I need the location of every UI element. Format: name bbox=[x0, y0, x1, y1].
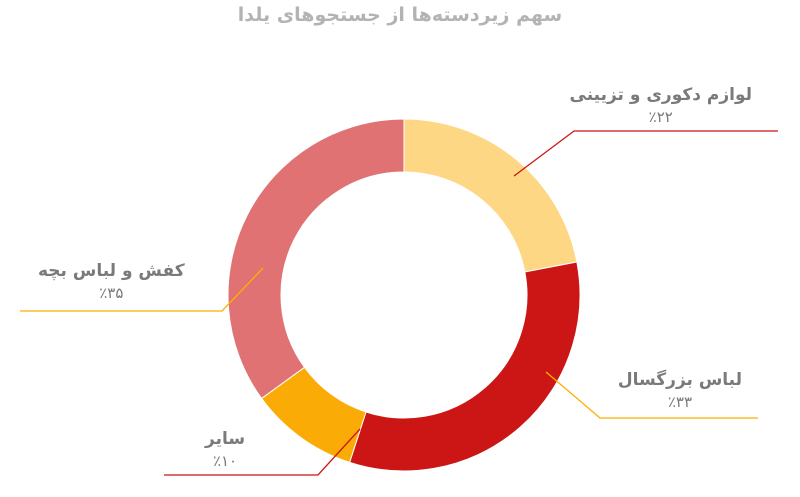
label-kids-name: کفش و لباس بچه bbox=[38, 261, 185, 281]
label-other: سایر ٪۱۰ bbox=[205, 428, 245, 472]
label-adult-value: ٪۳۳ bbox=[667, 393, 692, 411]
label-adult-clothing: لباس بزرگسال ٪۳۳ bbox=[618, 369, 742, 413]
label-decor-name: لوازم دکوری و تزیینی bbox=[569, 85, 753, 105]
label-adult-name: لباس بزرگسال bbox=[617, 370, 742, 390]
slice-adult-clothing-leader-line bbox=[545, 371, 758, 419]
slice-kids bbox=[227, 118, 405, 400]
label-decor: لوازم دکوری و تزیینی ٪۲۲ bbox=[570, 84, 753, 128]
label-kids: کفش و لباس بچه ٪۳۵ bbox=[38, 260, 185, 304]
label-other-value: ٪۱۰ bbox=[212, 452, 238, 470]
label-kids-value: ٪۳۵ bbox=[99, 284, 124, 302]
slice-kids-leader-line bbox=[20, 267, 264, 312]
slice-decor bbox=[403, 118, 578, 273]
slice-decor-leader-line bbox=[513, 130, 778, 177]
chart-title: سهم زیردسته‌ها از جستجوهای یلدا bbox=[237, 4, 563, 26]
label-decor-value: ٪۲۲ bbox=[648, 108, 673, 126]
slice-other-leader-line bbox=[164, 428, 361, 476]
label-other-name: سایر bbox=[205, 429, 246, 449]
slice-adult-clothing bbox=[348, 261, 581, 472]
